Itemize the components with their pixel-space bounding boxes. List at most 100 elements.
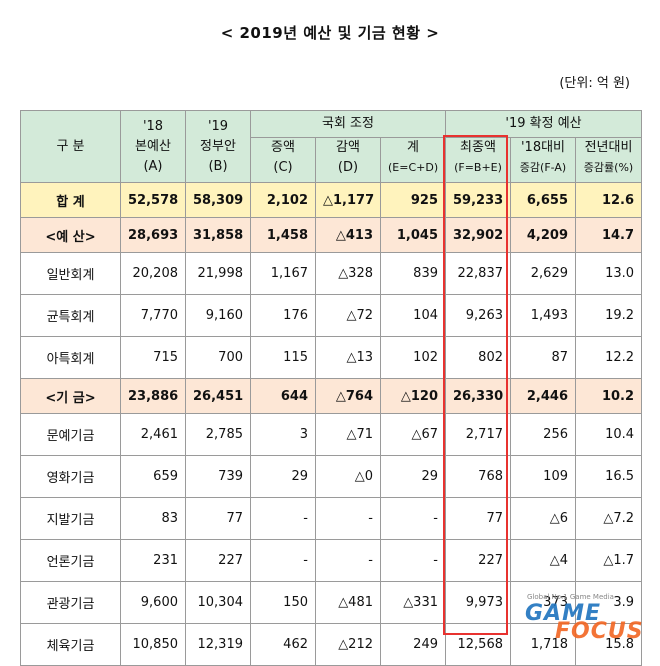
cell-a: 83 xyxy=(120,497,186,540)
header-col-c-bot: (C) xyxy=(273,160,293,175)
unit-label: (단위: 억 원) xyxy=(559,76,630,91)
cell-c: - xyxy=(250,497,316,540)
cell-a: 715 xyxy=(120,336,186,379)
header-col-c: 증액 (C) xyxy=(250,137,316,183)
header-col-h: 전년대비 증감률(%) xyxy=(574,137,643,183)
table-row: 관광기금 9,600 10,304 150 △481 △331 9,973 37… xyxy=(20,581,643,624)
cell-d: △0 xyxy=(315,455,381,498)
cell-a: 7,770 xyxy=(120,294,186,337)
cell-h: 3.9 xyxy=(574,581,643,624)
header-adjustment: 국회 조정 xyxy=(250,110,446,138)
header-col-a-mid: 본예산 xyxy=(135,138,171,154)
header-col-d: 감액 (D) xyxy=(315,137,381,183)
header-col-c-top: 증액 xyxy=(271,140,295,155)
cell-a: 20,208 xyxy=(120,252,186,295)
header-col-b-mid: 정부안 xyxy=(200,138,236,154)
header-col-d-bot: (D) xyxy=(337,160,359,175)
budget-table: 구 분 '18 본예산 (A) '19 정부안 (B) 국회 조정 '19 확정… xyxy=(20,110,643,666)
cell-d: △1,177 xyxy=(315,182,381,218)
cell-d: △764 xyxy=(315,378,381,414)
header-col-e: 계 (E=C+D) xyxy=(380,137,446,183)
cell-d: △328 xyxy=(315,252,381,295)
cell-c: 29 xyxy=(250,455,316,498)
cell-e: 1,045 xyxy=(380,217,446,253)
cell-b: 700 xyxy=(185,336,251,379)
table-row: 일반회계 20,208 21,998 1,167 △328 839 22,837… xyxy=(20,252,643,295)
table-row-fund-group: <기 금> 23,886 26,451 644 △764 △120 26,330… xyxy=(20,378,643,414)
row-label: 균특회계 xyxy=(20,294,121,337)
header-col-e-bot: (E=C+D) xyxy=(388,161,439,174)
row-label: <기 금> xyxy=(20,378,121,414)
row-label: 합 계 xyxy=(20,182,121,218)
cell-g: 373 xyxy=(510,581,576,624)
cell-c: 1,458 xyxy=(250,217,316,253)
cell-e: 102 xyxy=(380,336,446,379)
cell-g: 87 xyxy=(510,336,576,379)
cell-d: △481 xyxy=(315,581,381,624)
page-title: < 2019년 예산 및 기금 현황 > xyxy=(220,24,440,42)
cell-a: 23,886 xyxy=(120,378,186,414)
header-col-e-top: 계 xyxy=(407,140,419,155)
cell-b: 21,998 xyxy=(185,252,251,295)
cell-f: 12,568 xyxy=(445,623,511,666)
row-label: 관광기금 xyxy=(20,581,121,624)
row-label: 일반회계 xyxy=(20,252,121,295)
cell-e: △120 xyxy=(380,378,446,414)
cell-e: △67 xyxy=(380,413,446,456)
cell-a: 231 xyxy=(120,539,186,582)
row-label: <예 산> xyxy=(20,217,121,253)
cell-h: 12.2 xyxy=(574,336,643,379)
cell-h: 14.7 xyxy=(574,217,643,253)
cell-c: 2,102 xyxy=(250,182,316,218)
cell-e: △331 xyxy=(380,581,446,624)
cell-b: 58,309 xyxy=(185,182,251,218)
cell-e: 839 xyxy=(380,252,446,295)
header-col-b-top: '19 xyxy=(207,118,229,134)
header-col-a: '18 본예산 (A) xyxy=(120,110,186,183)
cell-h: 19.2 xyxy=(574,294,643,337)
cell-b: 10,304 xyxy=(185,581,251,624)
cell-f: 59,233 xyxy=(445,182,511,218)
cell-c: - xyxy=(250,539,316,582)
cell-h: 10.2 xyxy=(574,378,643,414)
row-label: 언론기금 xyxy=(20,539,121,582)
cell-d: △13 xyxy=(315,336,381,379)
row-label: 문예기금 xyxy=(20,413,121,456)
cell-e: - xyxy=(380,497,446,540)
watermark-tagline: Global No.1 Game Media xyxy=(527,593,614,601)
header-col-d-top: 감액 xyxy=(336,140,360,155)
cell-b: 12,319 xyxy=(185,623,251,666)
cell-f: 26,330 xyxy=(445,378,511,414)
watermark-word-game: GAME xyxy=(525,601,602,626)
header-col-f-top: 최종액 xyxy=(460,140,496,155)
cell-a: 52,578 xyxy=(120,182,186,218)
cell-a: 659 xyxy=(120,455,186,498)
cell-f: 2,717 xyxy=(445,413,511,456)
cell-f: 77 xyxy=(445,497,511,540)
cell-a: 28,693 xyxy=(120,217,186,253)
header-col-a-bot: (A) xyxy=(143,158,163,174)
cell-e: 29 xyxy=(380,455,446,498)
header-gubun: 구 분 xyxy=(20,110,121,183)
cell-c: 176 xyxy=(250,294,316,337)
cell-g: 1,493 xyxy=(510,294,576,337)
cell-a: 10,850 xyxy=(120,623,186,666)
table-row: 아특회계 715 700 115 △13 102 802 87 12.2 xyxy=(20,336,643,379)
cell-h: 13.0 xyxy=(574,252,643,295)
cell-d: △72 xyxy=(315,294,381,337)
cell-c: 115 xyxy=(250,336,316,379)
cell-f: 32,902 xyxy=(445,217,511,253)
table-row: 지발기금 83 77 - - - 77 △6 △7.2 xyxy=(20,497,643,540)
cell-h: △1.7 xyxy=(574,539,643,582)
cell-f: 22,837 xyxy=(445,252,511,295)
cell-b: 9,160 xyxy=(185,294,251,337)
table-row-total: 합 계 52,578 58,309 2,102 △1,177 925 59,23… xyxy=(20,182,643,218)
header-col-a-top: '18 xyxy=(142,118,164,134)
row-label: 체육기금 xyxy=(20,623,121,666)
cell-d: △71 xyxy=(315,413,381,456)
table-row: 문예기금 2,461 2,785 3 △71 △67 2,717 256 10.… xyxy=(20,413,643,456)
cell-c: 150 xyxy=(250,581,316,624)
row-label: 영화기금 xyxy=(20,455,121,498)
cell-f: 227 xyxy=(445,539,511,582)
table-row: 언론기금 231 227 - - - 227 △4 △1.7 xyxy=(20,539,643,582)
